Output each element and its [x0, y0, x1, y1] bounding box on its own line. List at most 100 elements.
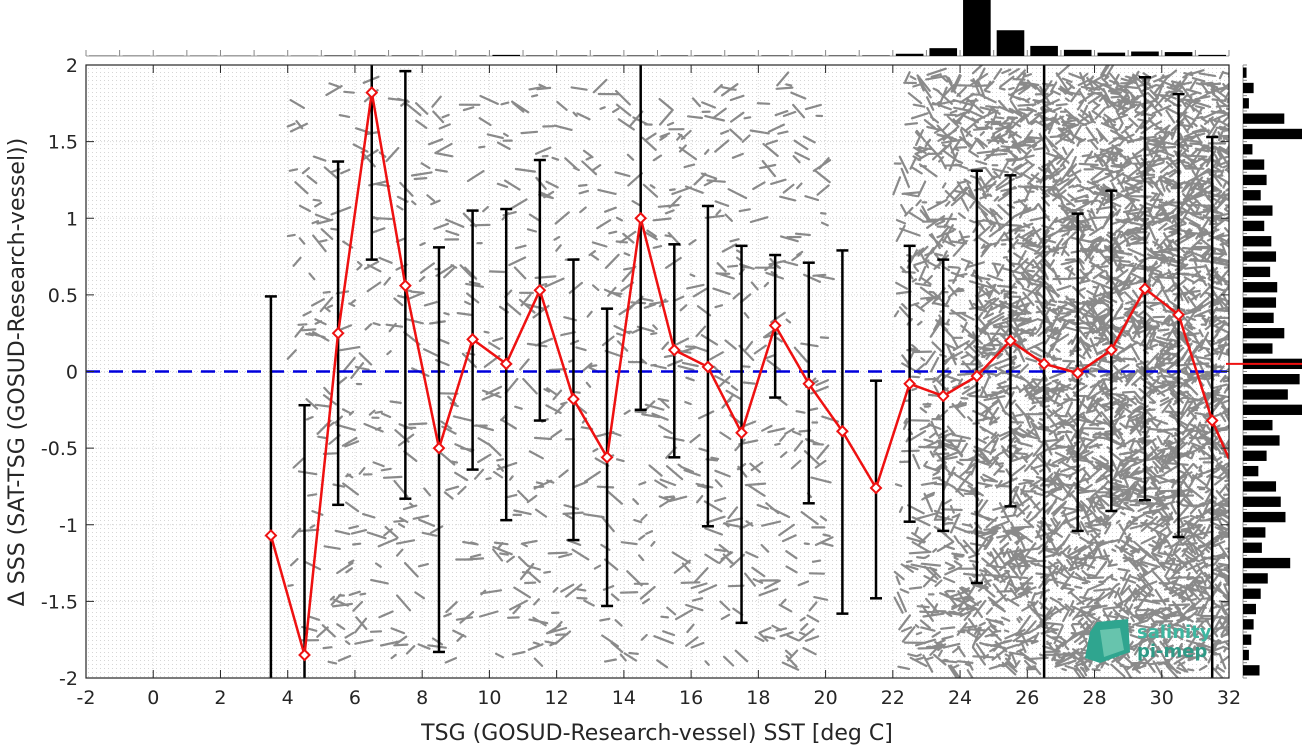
y-tick-label: 2 — [66, 55, 78, 77]
y-axis-label: Δ SSS (SAT-TSG (GOSUD-Research-vessel)) — [5, 138, 30, 606]
right-hist-bar — [1243, 603, 1256, 615]
y-tick-label: 1 — [66, 208, 78, 230]
right-hist-bar — [1243, 465, 1259, 477]
x-tick-label: 6 — [349, 687, 361, 709]
top-hist-bar — [929, 48, 958, 56]
right-hist-bar — [1243, 343, 1273, 354]
right-hist-bar — [1243, 67, 1247, 78]
right-hist-bar — [1243, 634, 1252, 645]
x-tick-label: 28 — [1082, 687, 1106, 709]
mean-point — [768, 319, 782, 332]
x-tick-label: 16 — [679, 687, 703, 709]
top-histogram — [85, 0, 1230, 57]
mean-point — [1037, 357, 1051, 371]
mean-point — [432, 441, 446, 455]
mean-point — [600, 450, 614, 464]
top-hist-bar — [425, 55, 453, 56]
right-hist-bar — [1243, 159, 1265, 170]
scatter-cloud — [286, 65, 1229, 678]
salinity-pi-mep-logo: salinity pi-mep — [1085, 619, 1212, 663]
right-hist-bar — [1243, 649, 1249, 661]
top-hist-bar — [559, 55, 588, 56]
logo-text-top: salinity — [1137, 622, 1212, 643]
mean-point — [802, 377, 816, 391]
x-tick-label: 22 — [881, 687, 905, 709]
mean-point — [903, 377, 917, 391]
right-hist-bar — [1243, 419, 1273, 431]
top-hist-bar — [828, 55, 857, 56]
right-hist-bar — [1243, 450, 1267, 461]
y-tick-label: -1 — [59, 515, 78, 537]
top-hist-bar — [660, 55, 689, 56]
mean-line — [269, 92, 1229, 656]
right-hist-bar — [1243, 128, 1302, 140]
tick-labels: -2 0 2 4 6 8 10 12 14 16 18 20 22 24 26 28 30 32-2-1.5-1-… — [41, 55, 1241, 709]
mean-point — [499, 357, 513, 371]
x-tick-label: 24 — [948, 687, 972, 709]
right-hist-bar — [1243, 573, 1268, 584]
mean-point — [1205, 414, 1219, 427]
x-tick-label: 10 — [477, 687, 501, 709]
right-hist-bar — [1243, 542, 1262, 553]
x-tick-label: 18 — [746, 687, 770, 709]
top-hist-bar — [727, 55, 756, 56]
top-hist-bar — [694, 55, 722, 56]
x-tick-label: 30 — [1150, 687, 1174, 709]
right-hist-bar — [1243, 389, 1288, 400]
top-hist-bar — [996, 30, 1025, 56]
mean-point — [264, 529, 278, 542]
mean-point — [331, 326, 345, 340]
top-hist-bar — [357, 55, 386, 56]
y-tick-label: 1.5 — [48, 132, 78, 154]
right-hist-bar — [1243, 496, 1281, 507]
top-hist-bar — [1164, 52, 1193, 56]
x-tick-label: 26 — [1015, 687, 1039, 709]
mean-series — [264, 86, 1229, 662]
right-hist-bar — [1243, 205, 1273, 216]
right-hist-bar — [1243, 374, 1300, 385]
right-hist-bar — [1243, 404, 1302, 415]
top-hist-bar — [458, 55, 487, 56]
right-hist-bar — [1243, 144, 1253, 155]
y-tick-label: -1.5 — [41, 591, 78, 613]
right-hist-bar — [1243, 665, 1260, 676]
mean-point — [634, 211, 648, 225]
top-hist-bar — [626, 55, 655, 56]
right-hist-bar — [1243, 98, 1249, 109]
right-hist-bar — [1243, 174, 1267, 186]
top-hist-bar — [862, 55, 890, 56]
right-hist-bar — [1243, 328, 1285, 339]
x-tick-label: 32 — [1217, 687, 1241, 709]
top-hist-bar — [492, 54, 521, 56]
right-hist-bar — [1243, 297, 1277, 308]
mean-point — [1138, 282, 1152, 296]
top-hist-bar — [963, 0, 991, 56]
right-histogram — [1226, 64, 1302, 679]
right-hist-bar — [1243, 236, 1272, 247]
right-hist-bar — [1243, 619, 1254, 630]
top-hist-bar — [324, 55, 352, 56]
mean-point — [735, 426, 748, 440]
right-hist-bar — [1243, 266, 1271, 278]
right-hist-bar — [1243, 190, 1261, 201]
top-hist-bar — [391, 55, 420, 56]
mean-point — [835, 424, 849, 438]
axes-frame — [85, 64, 1230, 679]
mean-point — [1004, 334, 1017, 348]
y-tick-label: 0.5 — [48, 285, 78, 307]
top-hist-bar — [1097, 52, 1126, 56]
mean-point — [398, 279, 412, 293]
top-hist-bar — [526, 55, 554, 56]
mean-point — [667, 343, 681, 357]
top-hist-bar — [593, 55, 621, 56]
right-hist-bar — [1243, 282, 1278, 293]
right-hist-bar — [1243, 527, 1266, 538]
mean-point — [970, 369, 984, 383]
x-tick-label: 20 — [813, 687, 837, 709]
mean-point — [567, 392, 580, 406]
mean-point — [365, 86, 379, 99]
logo-mark-highlight-icon — [1100, 628, 1124, 657]
x-tick-label: 2 — [214, 687, 226, 709]
logo-text-bottom: pi-mep — [1137, 641, 1207, 662]
right-hist-bar — [1243, 481, 1277, 492]
